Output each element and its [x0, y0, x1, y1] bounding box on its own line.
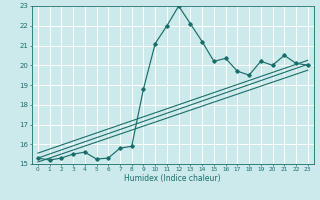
X-axis label: Humidex (Indice chaleur): Humidex (Indice chaleur) [124, 174, 221, 183]
